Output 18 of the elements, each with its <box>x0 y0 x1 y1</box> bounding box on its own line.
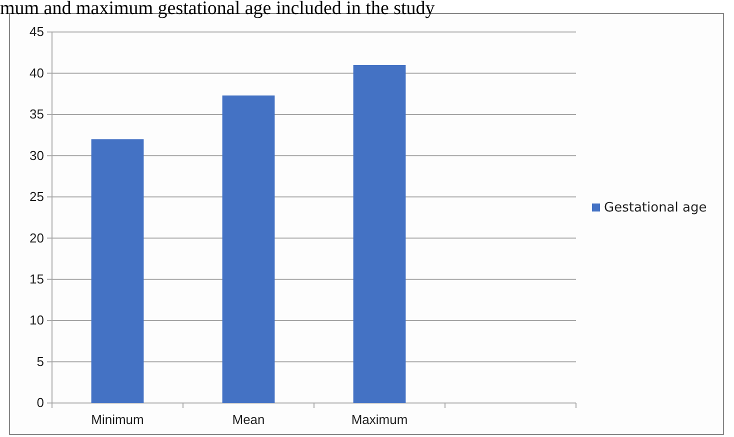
y-tick-label: 35 <box>30 106 44 122</box>
legend-label: Gestational age <box>604 200 707 216</box>
y-tick-label: 45 <box>30 24 44 40</box>
bar <box>353 64 406 403</box>
chart-title: mum and maximum gestational age included in the study <box>0 0 436 19</box>
y-tick-label: 20 <box>30 230 44 246</box>
x-tick-label: Minimum <box>91 412 144 428</box>
y-tick-label: 25 <box>30 189 44 204</box>
bar <box>91 139 144 403</box>
x-tick-label: Maximum <box>351 412 408 428</box>
y-tick-label: 40 <box>30 65 44 80</box>
x-tick-label: Mean <box>232 412 265 428</box>
y-tick-label: 0 <box>36 395 44 410</box>
bar <box>222 95 275 403</box>
y-tick-label: 15 <box>30 271 44 286</box>
y-tick-label: 5 <box>36 354 44 369</box>
y-tick-label: 10 <box>30 312 44 328</box>
y-tick-label: 30 <box>30 148 44 163</box>
